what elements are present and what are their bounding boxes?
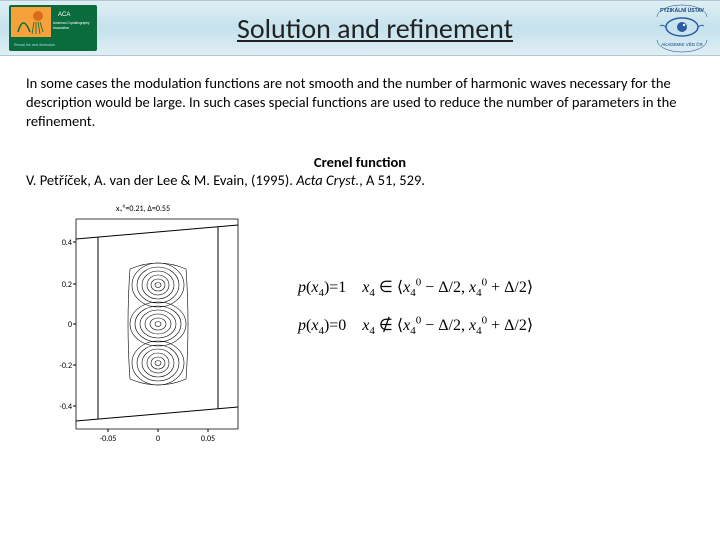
upper-boundary xyxy=(76,225,238,239)
contour-chart: x₄⁰=0.21, Δ=0.55 0.4 0.2 0 -0.2 -0.4 -0.… xyxy=(38,199,248,449)
equations-block: p(x4)=1 x4 ∈ ⟨x40 − Δ/2, x40 + Δ/2⟩ p(x4… xyxy=(298,199,533,346)
citation-journal: Acta Cryst. xyxy=(296,171,359,189)
svg-text:0.4: 0.4 xyxy=(62,238,72,248)
chart-caption: x₄⁰=0.21, Δ=0.55 xyxy=(116,204,170,214)
figure-area: x₄⁰=0.21, Δ=0.55 0.4 0.2 0 -0.2 -0.4 -0.… xyxy=(0,189,720,449)
svg-text:-0.2: -0.2 xyxy=(59,361,72,371)
citation-block: Crenel function V. Petříček, A. van der … xyxy=(0,131,720,189)
svg-text:Association: Association xyxy=(53,26,70,30)
svg-text:-0.4: -0.4 xyxy=(59,402,72,412)
svg-text:0.2: 0.2 xyxy=(62,280,72,290)
svg-text:AKADEMIE VĚD ČR: AKADEMIE VĚD ČR xyxy=(661,40,703,47)
lower-boundary xyxy=(76,407,238,421)
contour-group xyxy=(128,263,188,385)
svg-text:-0.05: -0.05 xyxy=(100,434,117,444)
svg-text:0: 0 xyxy=(156,434,160,444)
x-axis-ticks: -0.05 0 0.05 xyxy=(100,429,215,444)
equation-2: p(x4)=0 x4 ∉ ⟨x40 − Δ/2, x40 + Δ/2⟩ xyxy=(298,307,533,345)
svg-text:FYZIKÁLNÍ ÚSTAV: FYZIKÁLNÍ ÚSTAV xyxy=(660,6,704,14)
y-axis-ticks: 0.4 0.2 0 -0.2 -0.4 xyxy=(59,238,76,412)
svg-text:0.05: 0.05 xyxy=(201,434,215,444)
equation-1: p(x4)=1 x4 ∈ ⟨x40 − Δ/2, x40 + Δ/2⟩ xyxy=(298,269,533,307)
slide-title: Solution and refinement xyxy=(98,11,652,46)
citation-rest: , A 51, 529. xyxy=(359,171,425,189)
citation-authors: V. Petříček, A. van der Lee & M. Evain, … xyxy=(26,171,296,189)
logo-text-aca: ACA xyxy=(58,12,70,18)
citation: V. Petříček, A. van der Lee & M. Evain, … xyxy=(26,171,694,189)
svg-text:0: 0 xyxy=(68,320,72,330)
svg-text:American Crystallography: American Crystallography xyxy=(53,21,90,25)
logo-aca: ACA American Crystallography Association… xyxy=(8,4,98,52)
intro-paragraph: In some cases the modulation functions a… xyxy=(0,56,720,131)
slide-header: ACA American Crystallography Association… xyxy=(0,0,720,56)
logo-fzu: FYZIKÁLNÍ ÚSTAV AKADEMIE VĚD ČR xyxy=(652,4,712,52)
crenel-subtitle: Crenel function xyxy=(26,153,694,171)
svg-text:Reveal the next dimension: Reveal the next dimension xyxy=(14,43,55,47)
